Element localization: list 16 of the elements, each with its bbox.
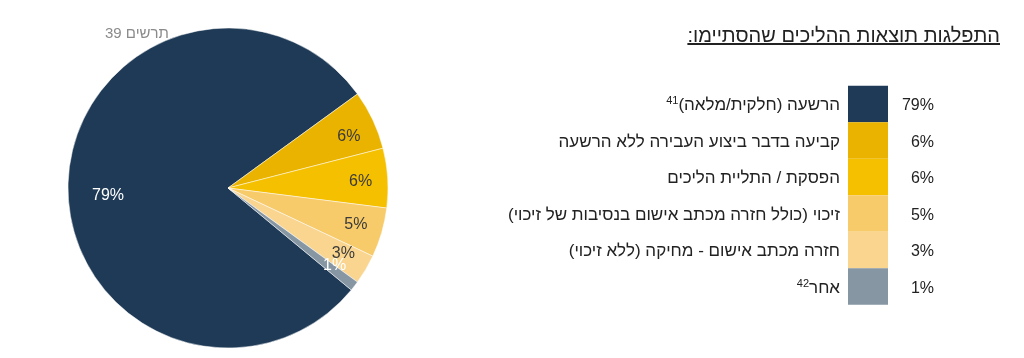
text: 3% (910, 242, 934, 259)
text: 5% (910, 205, 934, 223)
text: תרשים 39 (105, 24, 169, 41)
text: 6% (910, 169, 934, 186)
legend-label: חזרה מכתב אישום - מחיקה (ללא זיכוי) (568, 241, 840, 260)
text: 6% (910, 132, 934, 150)
legend-label: זיכוי (כולל חזרה מכתב אישום בנסיבות של זיכוי) (508, 204, 841, 224)
text: 1% (910, 278, 934, 296)
data-label: 6% (337, 126, 361, 144)
data-label: 6% (348, 172, 373, 190)
chart-title: התפלגות תוצאות ההליכים שהסתיימו: (687, 24, 1000, 46)
data-label: 79% (91, 186, 125, 203)
legend-label: הפסקת / התליית הליכים (667, 168, 840, 187)
data-label: 5% (344, 214, 368, 232)
text: 79% (901, 96, 934, 113)
legend-label: קביעה בדבר ביצוע העבירה ללא הרשעה (558, 131, 840, 151)
